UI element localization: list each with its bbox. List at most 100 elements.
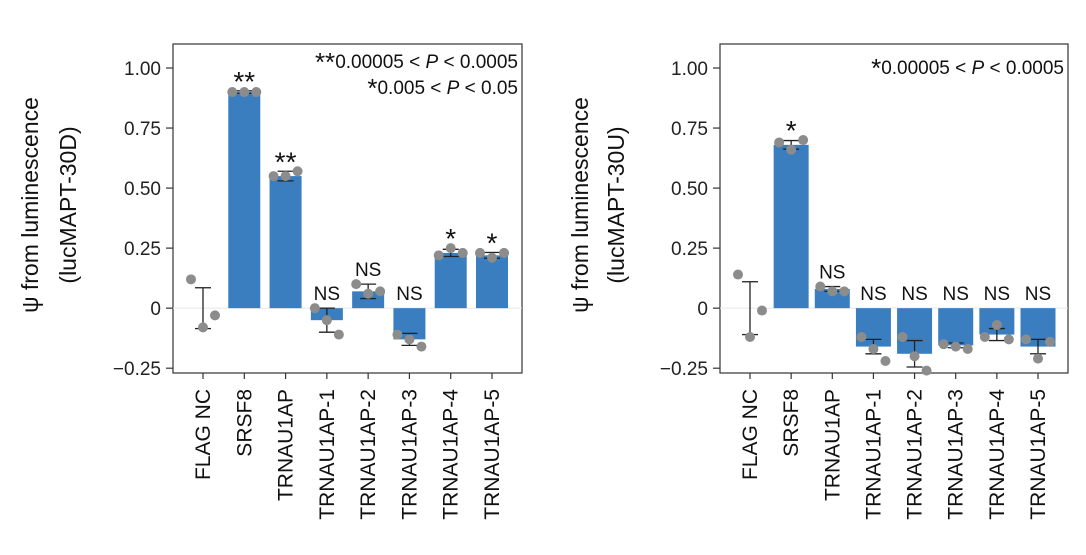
significance-label: NS <box>901 284 927 305</box>
significance-label: NS <box>984 284 1010 305</box>
significance-label: ** <box>275 146 297 177</box>
y-tick-label: 0.50 <box>671 179 708 200</box>
data-point <box>962 343 973 354</box>
significance-label: NS <box>943 284 969 305</box>
significance-label: NS <box>860 284 886 305</box>
legend-entry: *0.00005 < P < 0.0005 <box>871 53 1064 83</box>
bar <box>434 252 467 309</box>
significance-label: * <box>786 115 797 146</box>
data-point <box>774 137 785 148</box>
data-point <box>445 243 456 254</box>
x-category-label: TRNAU1AP <box>275 389 298 501</box>
x-category-label: TRNAU1AP-1 <box>316 389 339 520</box>
data-point <box>1045 336 1055 347</box>
x-category-label: FLAG NC <box>739 389 762 480</box>
y-tick-label: 0 <box>150 299 161 320</box>
data-point <box>392 329 403 340</box>
data-point <box>880 355 891 366</box>
data-point <box>897 331 908 342</box>
data-point <box>1003 334 1014 345</box>
x-category-label: FLAG NC <box>192 389 215 480</box>
data-point <box>757 305 767 316</box>
data-point <box>198 322 208 333</box>
data-point <box>351 279 362 290</box>
significance-label: NS <box>355 260 381 281</box>
panel-lucmapt-30d: −0.25 0 0.25 0.50 0.75 1.00 ψ from luminescenc… <box>17 43 523 520</box>
data-point <box>433 250 444 261</box>
data-point <box>475 247 485 258</box>
panel-lucmapt-30u: −0.25 0 0.25 0.50 0.75 1.00 ψ from luminescenc… <box>567 43 1069 520</box>
significance-label: NS <box>1025 284 1051 305</box>
x-category-label: TRNAU1AP-2 <box>357 389 380 520</box>
x-category-label: TRNAU1AP <box>821 389 844 501</box>
x-category-label: TRNAU1AP-3 <box>945 389 968 520</box>
plot-frame <box>172 43 523 374</box>
y-tick-label: 1.00 <box>124 59 161 80</box>
data-point <box>375 286 386 297</box>
data-point <box>186 274 196 285</box>
bar <box>476 255 508 309</box>
significance-label: NS <box>396 284 422 305</box>
legend-entry: *0.005 < P < 0.05 <box>367 73 518 103</box>
data-point <box>499 247 509 258</box>
data-point <box>333 329 344 340</box>
data-point <box>815 281 826 292</box>
data-point <box>487 252 497 263</box>
y-tick-label: 0 <box>697 299 708 320</box>
data-point <box>856 331 867 342</box>
y-tick-label: 0.25 <box>124 239 161 260</box>
data-point <box>404 334 415 345</box>
data-point <box>745 331 755 342</box>
significance-label: ** <box>233 66 255 97</box>
y-axis-title: ψ from luminescence <box>567 97 593 313</box>
x-category-label: TRNAU1AP-3 <box>398 389 421 520</box>
y-tick-label: −0.25 <box>113 359 161 380</box>
y-axis-title-line2: (lucMAPT-30U) <box>603 126 629 283</box>
data-point <box>268 171 279 182</box>
y-tick-label: 0.75 <box>671 119 708 140</box>
significance-label: NS <box>819 263 845 284</box>
data-point <box>950 341 961 352</box>
data-point <box>363 288 374 299</box>
x-category-label: TRNAU1AP-4 <box>986 389 1009 520</box>
data-point <box>321 315 332 326</box>
data-point <box>733 269 743 280</box>
data-point <box>921 365 932 376</box>
bar <box>352 291 385 309</box>
data-point <box>227 87 238 98</box>
bar <box>938 308 974 346</box>
data-point <box>909 351 920 362</box>
bar <box>269 176 302 309</box>
data-point <box>991 319 1002 330</box>
data-point <box>938 339 949 350</box>
x-category-label: TRNAU1AP-1 <box>862 389 885 520</box>
x-category-label: TRNAU1AP-2 <box>904 389 927 520</box>
x-category-label: TRNAU1AP-5 <box>481 389 504 520</box>
x-category-label: TRNAU1AP-5 <box>1027 389 1050 520</box>
data-point <box>786 144 797 155</box>
y-tick-label: −0.25 <box>660 359 708 380</box>
data-point <box>239 87 250 98</box>
x-category-label: SRSF8 <box>233 389 256 457</box>
data-point <box>251 87 262 98</box>
significance-label: NS <box>314 284 340 305</box>
y-tick-label: 0.75 <box>124 119 161 140</box>
x-category-label: TRNAU1AP-4 <box>440 389 463 520</box>
significance-label: * <box>445 223 456 254</box>
plot-frame <box>719 43 1069 374</box>
y-axis-title: ψ from luminescence <box>17 97 43 313</box>
data-point <box>979 331 990 342</box>
significance-label: * <box>487 227 498 258</box>
data-point <box>839 286 850 297</box>
y-axis-title-line2: (lucMAPT-30D) <box>55 126 81 283</box>
data-point <box>280 171 291 182</box>
y-tick-label: 1.00 <box>671 59 708 80</box>
x-category-label: SRSF8 <box>780 389 803 457</box>
bar <box>228 92 261 309</box>
data-point <box>457 247 468 258</box>
legend-entry: **0.00005 < P < 0.0005 <box>315 47 518 77</box>
data-point <box>868 343 879 354</box>
data-point <box>827 286 838 297</box>
data-point <box>292 166 303 177</box>
